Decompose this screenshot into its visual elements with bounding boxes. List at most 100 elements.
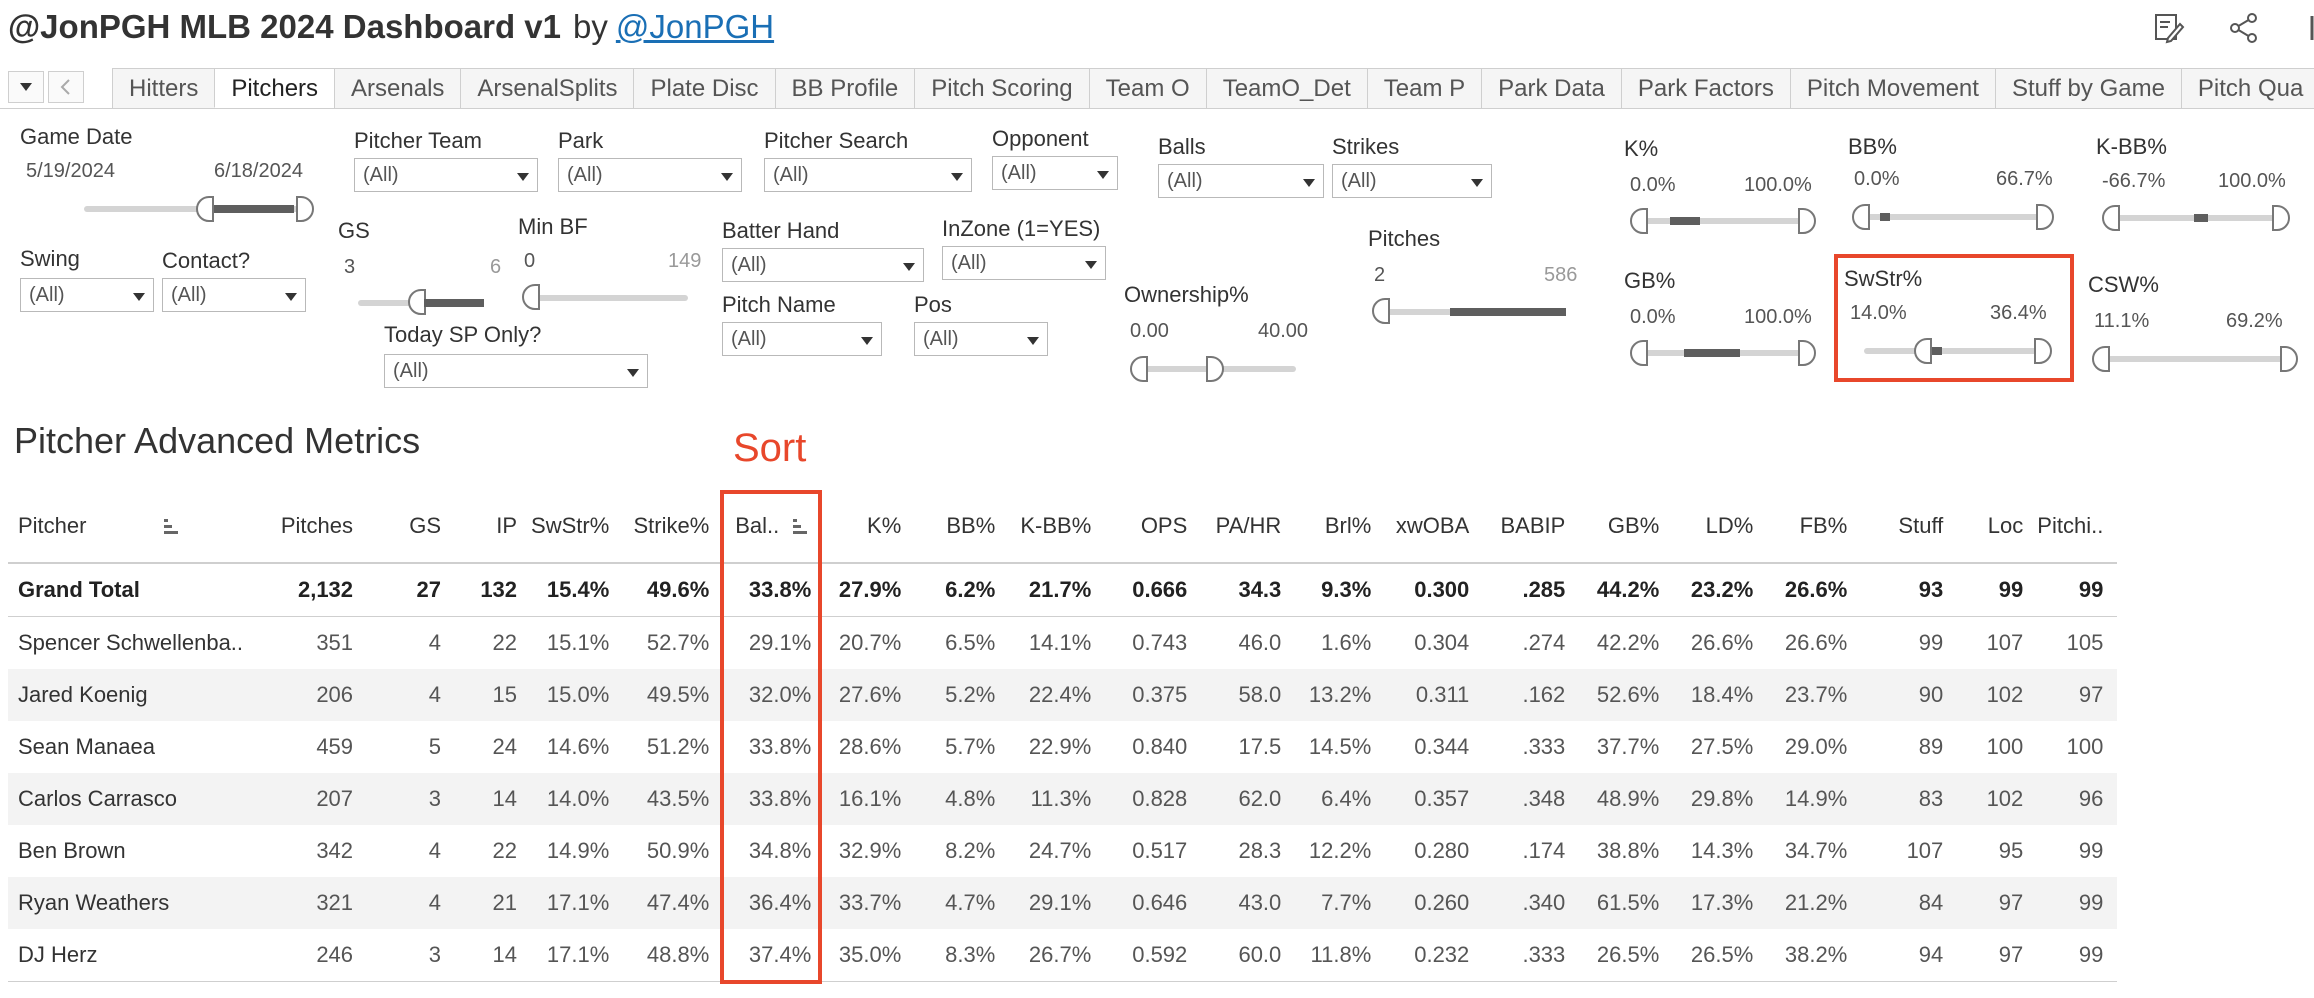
pos-dropdown[interactable]: (All) [914, 322, 1048, 356]
game-date-slider-max-handle[interactable] [296, 196, 314, 222]
table-row[interactable]: Sean Manaea 459 5 24 14.6% 51.2% 33.8% 28.6% 5.7… [8, 721, 2117, 773]
ownership-min: 0.00 [1130, 320, 1169, 342]
batter-hand-dropdown[interactable]: (All) [722, 248, 924, 282]
column-header[interactable]: BB% [915, 490, 1009, 563]
column-header[interactable]: Stuff [1861, 490, 1957, 563]
csw-pct-slider-min-handle[interactable] [2092, 346, 2110, 372]
csw-pct-slider-max-handle[interactable] [2280, 346, 2298, 372]
gb-pct-slider-max-handle[interactable] [1798, 340, 1816, 366]
gb-pct-slider-min-handle[interactable] [1630, 340, 1648, 366]
tab-arsenals[interactable]: Arsenals [334, 68, 462, 108]
tab-hitters[interactable]: Hitters [112, 68, 216, 108]
tab-pitch-movement[interactable]: Pitch Movement [1789, 68, 1996, 108]
column-header[interactable]: IP [455, 490, 531, 563]
park-dropdown[interactable]: (All) [558, 158, 742, 192]
table-row[interactable]: DJ Herz 246 3 14 17.1% 48.8% 37.4% 35.0% 8.3% 26.… [8, 929, 2118, 982]
metric-cell: .340 [1483, 877, 1580, 929]
strikes-dropdown[interactable]: (All) [1332, 164, 1492, 198]
column-header[interactable]: Brl% [1295, 490, 1385, 563]
sort-icon[interactable] [160, 517, 182, 537]
bb-pct-slider-min-handle[interactable] [1852, 204, 1870, 230]
table-row[interactable]: Ben Brown 342 4 22 14.9% 50.9% 34.8% 32.9% 8.2% 2… [8, 825, 2117, 877]
swstr-pct-slider-track[interactable] [1864, 348, 2040, 354]
tab-team-p[interactable]: Team P [1366, 68, 1483, 108]
tab-park-data[interactable]: Park Data [1481, 68, 1622, 108]
tab-bb-profile[interactable]: BB Profile [774, 68, 916, 108]
column-header[interactable]: GS [367, 490, 455, 563]
column-header[interactable]: FB% [1767, 490, 1861, 563]
column-header[interactable]: BABIP [1483, 490, 1579, 563]
column-header[interactable]: Pitcher [8, 490, 257, 563]
tab-team-o[interactable]: Team O [1088, 68, 1207, 108]
pitcher-team-dropdown[interactable]: (All) [354, 158, 538, 192]
column-header[interactable]: K-BB% [1009, 490, 1105, 563]
column-header[interactable]: GB% [1579, 490, 1673, 563]
k-bb-pct-slider-max-handle[interactable] [2272, 205, 2290, 231]
min-bf-slider-handle[interactable] [522, 284, 540, 310]
tab-stuff-by-game[interactable]: Stuff by Game [1994, 68, 2182, 108]
tab-teamo-det[interactable]: TeamO_Det [1205, 68, 1368, 108]
table-row[interactable]: Jared Koenig 206 4 15 15.0% 49.5% 32.0% 27.6% 5.… [8, 669, 2118, 721]
balls-dropdown[interactable]: (All) [1158, 164, 1324, 198]
share-icon[interactable] [2226, 10, 2262, 46]
tab-menu-button[interactable] [8, 71, 44, 103]
column-header-label: Stuff [1898, 513, 1944, 538]
table-row[interactable]: Ryan Weathers 321 4 21 17.1% 47.4% 36.4% 33.7% 4… [8, 877, 2118, 929]
tab-arsenalsplits[interactable]: ArsenalSplits [460, 68, 635, 108]
tab-plate-disc[interactable]: Plate Disc [633, 68, 776, 108]
metric-cell: 24.7% [1028, 838, 1092, 863]
table-row[interactable]: Spencer Schwellenba.. 351 4 22 15.1% 52.7% 29.… [8, 617, 2117, 670]
min-bf-slider-track[interactable] [532, 295, 688, 301]
tab-pitch-qua[interactable]: Pitch Qua [2180, 68, 2314, 108]
pitch-name-dropdown[interactable]: (All) [722, 322, 882, 356]
metric-cell: 342 [316, 838, 354, 863]
table-row[interactable]: Carlos Carrasco 207 3 14 14.0% 43.5% 33.8% 16.1… [8, 773, 2118, 825]
more-icon[interactable] [2296, 10, 2314, 46]
column-header[interactable]: LD% [1673, 490, 1767, 563]
game-date-slider-track[interactable] [84, 206, 302, 212]
pitcher-search-dropdown[interactable]: (All) [764, 158, 972, 192]
edit-sheet-icon[interactable] [2150, 10, 2186, 46]
k-bb-pct-min: -66.7% [2102, 170, 2166, 192]
metric-cell: 47.4% [623, 877, 724, 929]
sort-icon[interactable] [789, 517, 811, 537]
pitches-slider-handle[interactable] [1372, 298, 1390, 324]
column-header[interactable]: Loc [1957, 490, 2037, 563]
today-sp-dropdown[interactable]: (All) [384, 354, 648, 388]
column-header[interactable]: SwStr% [531, 490, 623, 563]
k-pct-slider-min-handle[interactable] [1630, 208, 1648, 234]
strikes-value: (All) [1341, 170, 1377, 192]
ownership-slider-min-handle[interactable] [1130, 356, 1148, 382]
opponent-dropdown[interactable]: (All) [992, 156, 1118, 190]
tab-pitch-scoring[interactable]: Pitch Scoring [914, 68, 1090, 108]
column-header[interactable]: PA/HR [1201, 490, 1295, 563]
metric-cell: 99 [2078, 838, 2104, 863]
column-header[interactable]: Pitches [257, 490, 367, 563]
k-pct-slider-max-handle[interactable] [1798, 208, 1816, 234]
contact-dropdown[interactable]: (All) [162, 278, 306, 312]
csw-pct-slider-track[interactable] [2100, 356, 2296, 362]
metric-cell: 0.646 [1105, 877, 1202, 929]
tab-scroll-left-button[interactable] [48, 71, 84, 103]
k-bb-pct-slider-min-handle[interactable] [2102, 205, 2120, 231]
tab-park-factors[interactable]: Park Factors [1620, 68, 1791, 108]
column-header[interactable]: OPS [1105, 490, 1201, 563]
grand-total-row[interactable]: Grand Total 2,132 27 132 15.4% 49.6% 33.8% 27.9… [8, 563, 2118, 617]
column-header[interactable]: Strike% [623, 490, 723, 563]
author-link[interactable]: @JonPGH [615, 8, 775, 45]
swing-dropdown[interactable]: (All) [20, 278, 154, 312]
swstr-pct-slider-max-handle[interactable] [2034, 338, 2052, 364]
column-header[interactable]: K% [825, 490, 915, 563]
column-header[interactable]: Bal.. [723, 490, 825, 563]
column-header[interactable]: Pitchi.. [2037, 490, 2117, 563]
tab-pitchers[interactable]: Pitchers [214, 68, 336, 108]
game-date-slider-min-handle[interactable] [196, 196, 214, 222]
bb-pct-slider-track[interactable] [1860, 214, 2046, 220]
bb-pct-slider-max-handle[interactable] [2036, 204, 2054, 230]
column-header-label: Bal.. [735, 513, 780, 538]
k-pct-slider-track[interactable] [1636, 218, 1812, 224]
inzone-dropdown[interactable]: (All) [942, 246, 1106, 280]
ownership-slider-max-handle[interactable] [1206, 356, 1224, 382]
column-header[interactable]: xwOBA [1385, 490, 1483, 563]
swstr-pct-slider-min-handle[interactable] [1914, 338, 1932, 364]
